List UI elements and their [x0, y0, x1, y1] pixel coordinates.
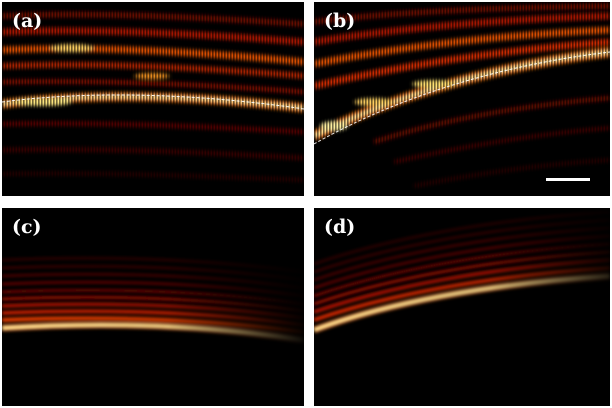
panel-c-image [2, 208, 304, 406]
panel-b-label: (b) [324, 10, 356, 32]
panel-b-dashed-guide [314, 51, 610, 145]
scale-bar [546, 178, 590, 181]
panel-d-image [314, 208, 610, 406]
panel-d-simulation: (d) [314, 208, 610, 406]
panel-d-label: (d) [324, 216, 356, 238]
panel-a-dashed-guide [2, 94, 304, 110]
panel-a-label: (a) [12, 10, 43, 32]
panel-a-image [2, 2, 304, 196]
panel-c-simulation: (c) [2, 208, 304, 406]
panel-a-experiment: (a) [2, 2, 304, 196]
panel-b-experiment: (b) [314, 2, 610, 196]
panel-b-image [314, 2, 610, 196]
panel-c-label: (c) [12, 216, 42, 238]
